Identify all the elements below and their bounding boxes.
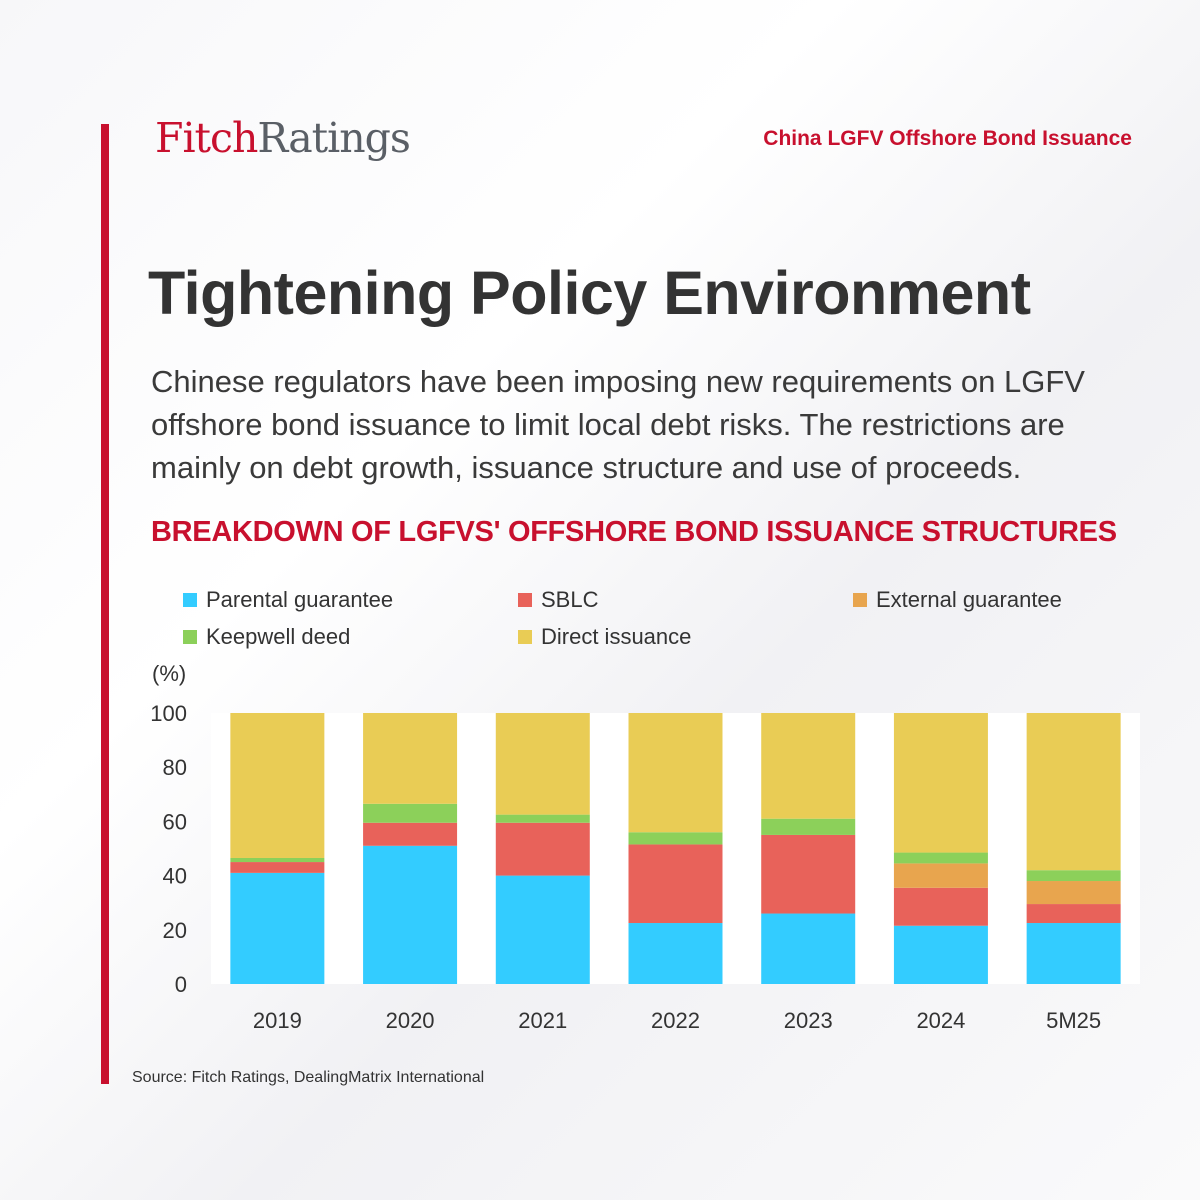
bar-keepwell-deed-2022 (628, 832, 723, 845)
bar-direct-issuance-2019 (230, 713, 325, 858)
legend-label-parental-guarantee: Parental guarantee (206, 587, 394, 612)
bar-direct-issuance-5m25 (1026, 713, 1121, 871)
chart-legend: Parental guarantee SBLC External guarantee… (0, 0, 1200, 649)
bar-direct-issuance-2021 (495, 713, 590, 815)
bar-direct-issuance-2024 (893, 713, 988, 853)
x-tick-label-2020: 2020 (386, 1008, 435, 1033)
bar-parental-guarantee-5m25 (1026, 923, 1121, 984)
bar-keepwell-deed-2019 (230, 857, 325, 863)
bar-keepwell-deed-2023 (761, 818, 856, 835)
logo-fitch-text: Fitch (155, 114, 258, 162)
bar-keepwell-deed-2024 (893, 852, 988, 864)
bar-keepwell-deed-5m25 (1026, 870, 1121, 882)
bar-sblc-2022 (628, 844, 723, 924)
bar-parental-guarantee-2021 (495, 875, 590, 984)
bar-parental-guarantee-2022 (628, 923, 723, 984)
legend-swatch-external-guarantee (853, 593, 867, 607)
legend-label-keepwell-deed: Keepwell deed (206, 624, 351, 649)
bar-sblc-2020 (363, 822, 458, 846)
legend-label-direct-issuance: Direct issuance (541, 624, 692, 649)
bar-external-guarantee-2024 (893, 863, 988, 888)
bar-direct-issuance-2022 (628, 713, 723, 833)
bar-sblc-2024 (893, 887, 988, 926)
x-tick-label-2023: 2023 (784, 1008, 833, 1033)
legend-item-parental-guarantee: Parental guarantee (183, 587, 393, 613)
summary-paragraph: Chinese regulators have been imposing ne… (151, 364, 1085, 485)
bar-direct-issuance-2020 (363, 713, 458, 804)
chart-title: BREAKDOWN OF LGFVS' OFFSHORE BOND ISSUAN… (151, 516, 1117, 548)
x-tick-label-5m25: 5M25 (1046, 1008, 1101, 1033)
fitch-ratings-logo: FitchRatings (155, 114, 411, 162)
x-tick-label-2019: 2019 (253, 1008, 302, 1033)
legend-label-sblc: SBLC (541, 587, 599, 612)
bar-direct-issuance-2023 (761, 713, 856, 819)
accent-bar (101, 124, 109, 1084)
y-tick-label-20: 20 (163, 918, 187, 943)
bar-parental-guarantee-2019 (230, 872, 325, 984)
bar-parental-guarantee-2024 (893, 925, 988, 984)
legend-item-direct-issuance: Direct issuance (518, 624, 691, 650)
legend-item-keepwell-deed: Keepwell deed (183, 624, 350, 650)
headline: Tightening Policy Environment (148, 259, 1031, 327)
legend-item-sblc: SBLC (518, 587, 598, 613)
legend-swatch-sblc (518, 593, 532, 607)
y-tick-label-60: 60 (163, 809, 187, 834)
x-tick-label-2024: 2024 (916, 1008, 965, 1033)
topic-label: China LGFV Offshore Bond Issuance (763, 127, 1132, 150)
bar-external-guarantee-5m25 (1026, 881, 1121, 905)
legend-swatch-keepwell-deed (183, 630, 197, 644)
legend-item-external-guarantee: External guarantee (853, 587, 1062, 613)
y-axis-unit-label: (%) (152, 661, 186, 686)
bar-sblc-2021 (495, 822, 590, 876)
bar-parental-guarantee-2023 (761, 913, 856, 984)
logo-ratings-text: Ratings (257, 114, 411, 162)
bar-sblc-2019 (230, 862, 325, 873)
x-tick-label-2022: 2022 (651, 1008, 700, 1033)
legend-swatch-parental-guarantee (183, 593, 197, 607)
bar-keepwell-deed-2020 (363, 803, 458, 823)
y-tick-label-80: 80 (163, 755, 187, 780)
legend-label-external-guarantee: External guarantee (876, 587, 1062, 612)
y-tick-label-40: 40 (163, 864, 187, 889)
bar-keepwell-deed-2021 (495, 814, 590, 823)
x-tick-label-2021: 2021 (518, 1008, 567, 1033)
source-note: Source: Fitch Ratings, DealingMatrix Int… (132, 1069, 485, 1086)
stacked-bar-chart: 2019 2020 2021 2022 2023 2024 5M25 0 20 40 60 80 100… (150, 661, 1121, 1033)
bar-sblc-5m25 (1026, 904, 1121, 924)
y-tick-label-100: 100 (150, 701, 187, 726)
y-tick-label-0: 0 (175, 972, 187, 997)
bar-parental-guarantee-2020 (363, 845, 458, 984)
legend-swatch-direct-issuance (518, 630, 532, 644)
bar-sblc-2023 (761, 834, 856, 914)
